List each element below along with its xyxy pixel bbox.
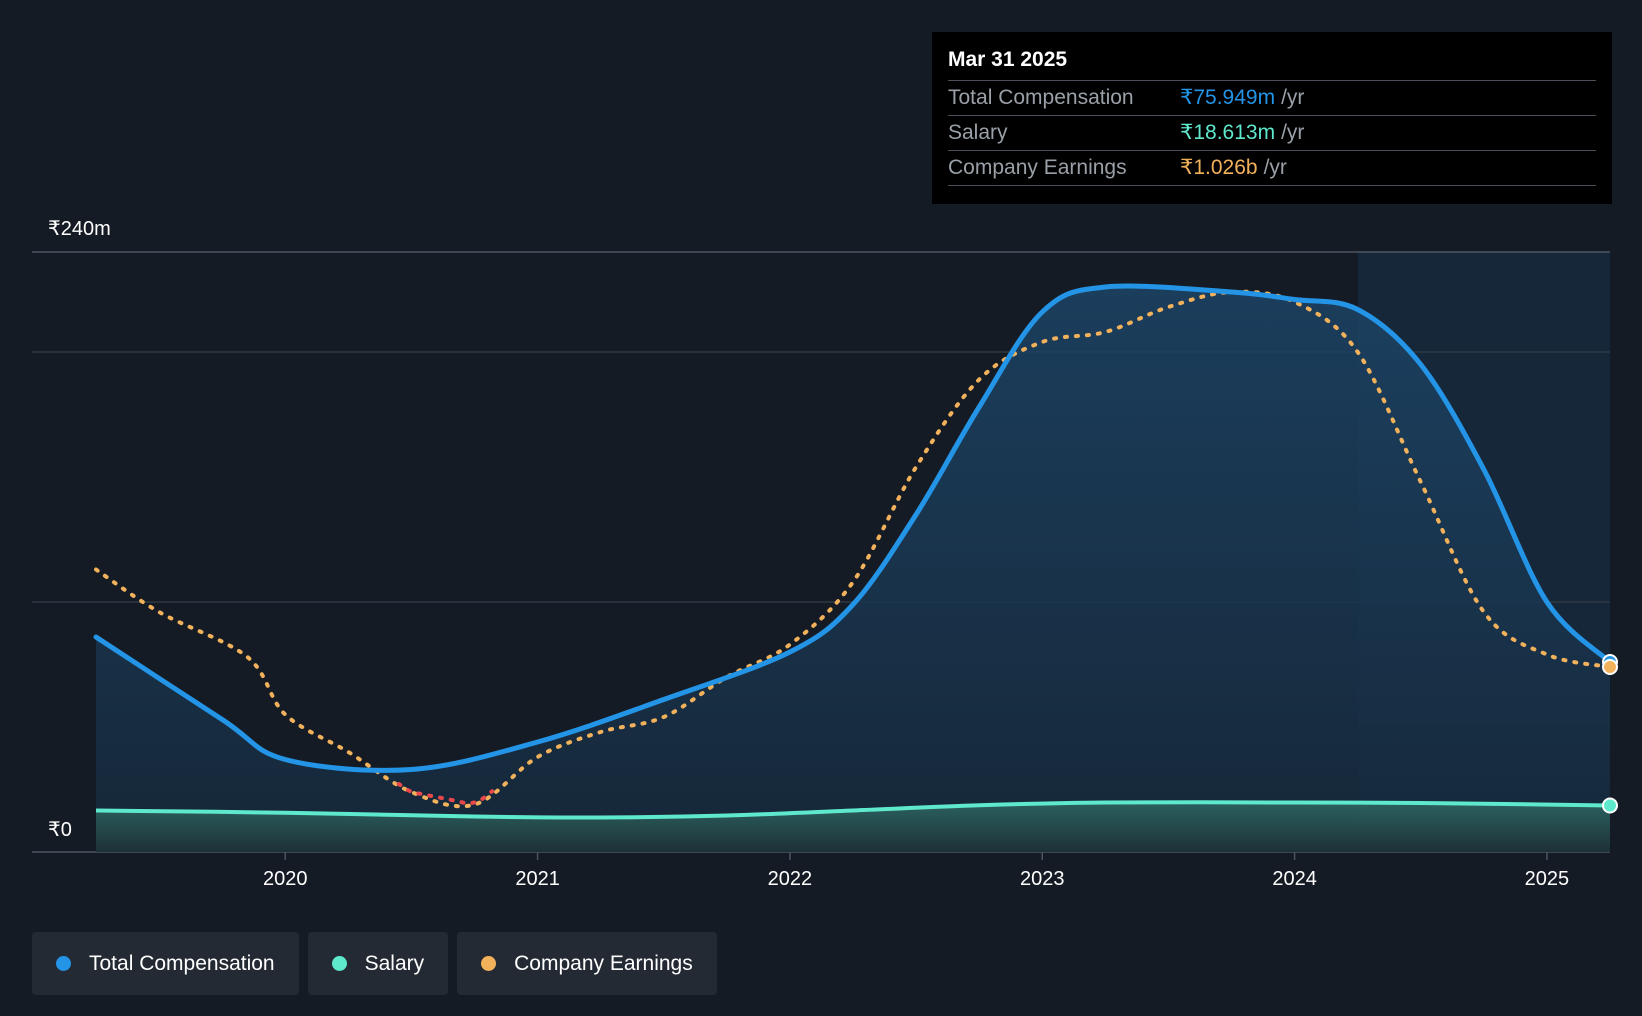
- tooltip-label: Salary: [948, 121, 1008, 144]
- total-compensation-area: [96, 286, 1610, 852]
- legend-label: Salary: [364, 951, 425, 975]
- tooltip-unit: /yr: [1281, 86, 1305, 109]
- x-tick-label: 2022: [768, 868, 813, 890]
- x-tick-label: 2021: [515, 868, 560, 890]
- x-tick-label: 2025: [1525, 868, 1570, 890]
- salary-line: [95, 800, 1611, 820]
- tooltip-row-salary: Salary ₹18.613m /yr: [948, 116, 1596, 151]
- tooltip-row-company-earnings: Company Earnings ₹1.026b /yr: [948, 151, 1596, 186]
- salary-end-point: [1602, 797, 1618, 814]
- tooltip-unit: /yr: [1263, 156, 1287, 179]
- tooltip-value: ₹1.026b: [1180, 156, 1258, 179]
- legend-label: Company Earnings: [514, 951, 693, 975]
- legend-label: Total Compensation: [89, 951, 275, 975]
- legend-item-total-compensation[interactable]: Total Compensation: [32, 932, 299, 995]
- legend-dot-icon: [481, 956, 497, 971]
- tooltip-date: Mar 31 2025: [948, 46, 1596, 81]
- tooltip-value: ₹18.613m: [1180, 121, 1276, 144]
- legend-dot-icon: [331, 956, 347, 971]
- x-tick-label: 2023: [1020, 868, 1065, 890]
- legend-item-company-earnings[interactable]: Company Earnings: [457, 932, 717, 995]
- legend-item-salary[interactable]: Salary: [307, 932, 449, 995]
- salary-area: [96, 802, 1610, 852]
- tooltip-label: Company Earnings: [948, 156, 1127, 179]
- y-tick-zero: ₹0: [48, 819, 72, 841]
- company-earnings-line: [94, 289, 1612, 809]
- tooltip-value: ₹75.949m: [1180, 86, 1276, 109]
- x-tick-label: 2024: [1272, 868, 1317, 890]
- tooltip-unit: /yr: [1281, 121, 1305, 144]
- chart-areas: [96, 286, 1610, 852]
- chart-lines: [93, 283, 1618, 820]
- legend: Total Compensation Salary Company Earnin…: [32, 932, 717, 995]
- tooltip-row-total-compensation: Total Compensation ₹75.949m /yr: [948, 81, 1596, 116]
- y-tick-max: ₹240m: [48, 218, 111, 240]
- company-earnings-end-point: [1602, 659, 1618, 675]
- legend-dot-icon: [56, 956, 71, 971]
- tooltip: Mar 31 2025 Total Compensation ₹75.949m …: [932, 32, 1612, 204]
- tooltip-label: Total Compensation: [948, 86, 1134, 109]
- x-axis: 2020 2021 2022 2023 2024 2025: [263, 852, 1569, 890]
- x-tick-label: 2020: [263, 868, 308, 890]
- total-compensation-line: [93, 283, 1613, 773]
